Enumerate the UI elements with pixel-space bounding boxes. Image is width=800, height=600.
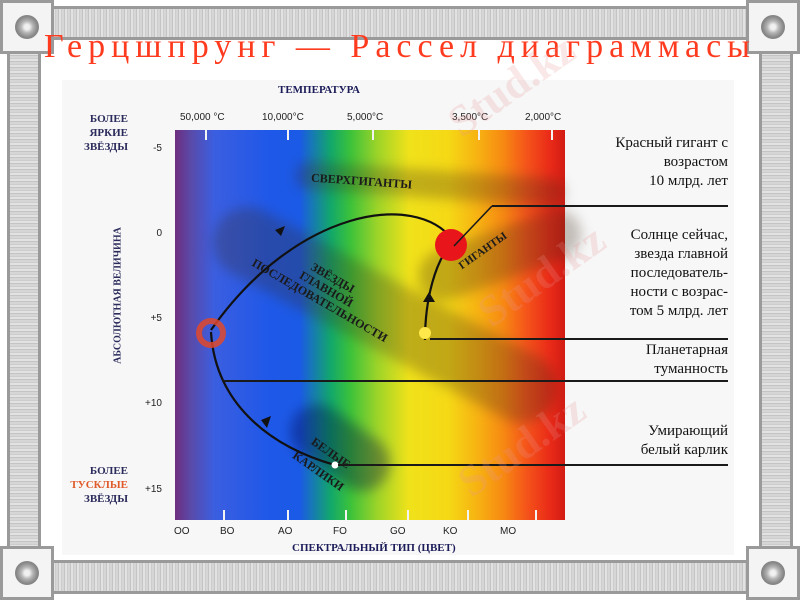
dimmer-stars-label: БОЛЕЕ ТУСКЛЫЕ ЗВЁЗДЫ (68, 464, 128, 506)
label-line: БОЛЕЕ (89, 113, 128, 125)
frame-corner-bottom-right (746, 546, 800, 600)
annotation-line: туманность (654, 361, 728, 377)
magnitude-tick: 0 (156, 228, 162, 239)
spectral-class-tick: GO (390, 526, 406, 537)
magnitude-tick: -5 (153, 143, 162, 154)
label-line: ЯРКИЕ (89, 127, 128, 139)
white-dwarf-icon (331, 461, 339, 469)
label-line: ЗВЁЗДЫ (84, 141, 128, 153)
frame-corner-bottom-left (0, 546, 54, 600)
frame-rail-right (759, 50, 793, 550)
label-line: ТУСКЛЫЕ (70, 479, 128, 491)
planetary-nebula-icon (196, 318, 226, 348)
spectral-class-tick: BO (220, 526, 235, 537)
label-line: ЗВЁЗДЫ (84, 493, 128, 505)
annotation-red-giant: Красный гигант с возрастом 10 млрд. лет (615, 134, 728, 191)
annotation-line: Солнце сейчас, (630, 227, 728, 243)
temperature-tick: 10,000°С (262, 112, 304, 123)
spectral-class-tick: OO (174, 526, 190, 537)
temperature-tick: 5,000°С (347, 112, 384, 123)
annotation-planetary-nebula: Планетарная туманность (646, 341, 728, 379)
spectral-class-tick: FO (333, 526, 347, 537)
magnitude-tick: +10 (145, 398, 162, 409)
bolt-knob-icon (15, 561, 39, 585)
connector-line (338, 464, 728, 466)
annotation-line: Красный гигант с (615, 135, 728, 151)
bolt-knob-icon (761, 15, 785, 39)
annotation-line: возрастом (663, 154, 728, 170)
connector-line (222, 380, 728, 382)
arrow-icon (275, 226, 285, 236)
spectral-class-tick: MO (500, 526, 517, 537)
connector-line (492, 205, 728, 207)
frame-rail-top (50, 6, 750, 40)
slide-title: Герцшпрунг — Рассел диаграммасы (43, 28, 757, 65)
stellar-evolution-path (196, 213, 467, 469)
annotation-white-dwarf: Умирающий белый карлик (641, 422, 728, 460)
label-line: БОЛЕЕ (89, 465, 128, 477)
connector-line (453, 205, 493, 247)
red-giant-icon (435, 229, 467, 261)
spectrum-plot-area: СВЕРХГИГАНТЫ ГИГАНТЫ ЗВЁЗДЫ ГЛАВНОЙ ПОСЛ… (175, 130, 589, 520)
sun-icon (419, 327, 431, 339)
temperature-tick: 3,500°С (452, 112, 489, 123)
annotation-line: звезда главной (634, 246, 728, 262)
spectral-axis-title: СПЕКТРАЛЬНЫЙ ТИП (ЦВЕТ) (292, 542, 456, 554)
magnitude-tick: +15 (145, 484, 162, 495)
brighter-stars-label: БОЛЕЕ ЯРКИЕ ЗВЁЗДЫ (72, 112, 128, 154)
frame-rail-bottom (50, 560, 750, 594)
temperature-axis-title: ТЕМПЕРАТУРА (278, 84, 360, 96)
arrow-icon (423, 292, 435, 302)
annotation-line: последователь- (630, 265, 728, 281)
frame-corner-top-right (746, 0, 800, 54)
annotation-line: Планетарная (645, 342, 728, 358)
annotation-sun-now: Солнце сейчас, звезда главной последоват… (630, 226, 728, 321)
frame-corner-top-left (0, 0, 54, 54)
arrow-icon (261, 416, 271, 428)
spectral-class-tick: KO (443, 526, 458, 537)
annotation-line: том 5 млрд. лет (629, 303, 728, 319)
bolt-knob-icon (761, 561, 785, 585)
temperature-tick: 50,000 °С (180, 112, 225, 123)
connector-line (430, 338, 728, 340)
bolt-knob-icon (15, 15, 39, 39)
annotation-line: Умирающий (648, 423, 728, 439)
spectral-class-tick: AO (278, 526, 293, 537)
annotation-line: ности с возрас- (630, 284, 728, 300)
magnitude-tick: +5 (150, 313, 162, 324)
annotation-line: 10 млрд. лет (649, 173, 728, 189)
annotation-line: белый карлик (640, 442, 728, 458)
temperature-tick: 2,000°С (525, 112, 562, 123)
frame-rail-left (7, 50, 41, 550)
magnitude-axis-title: АБСОЛЮТНАЯ ВЕЛИЧИНА (112, 227, 124, 364)
